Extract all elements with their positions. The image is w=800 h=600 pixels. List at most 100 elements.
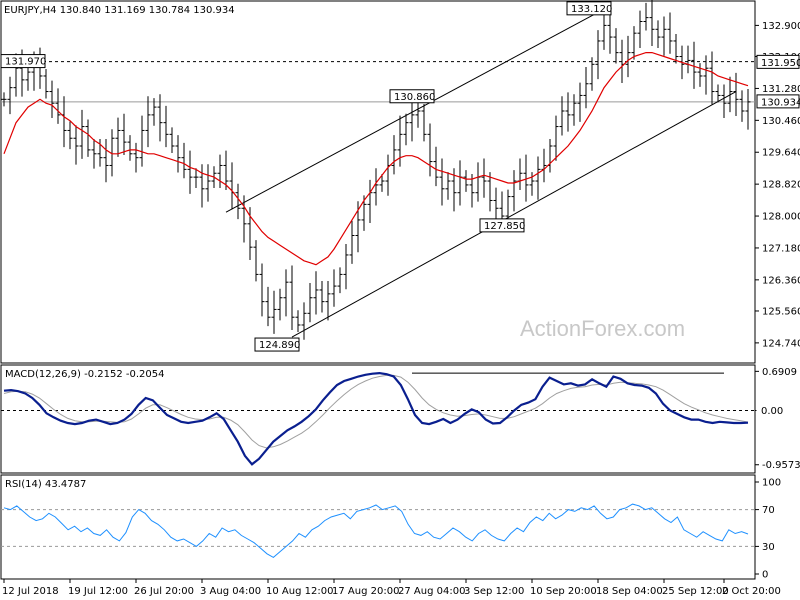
x-tick-label: 19 Jul 12:00 — [68, 586, 128, 597]
moving-average — [3, 51, 749, 266]
callout-label: 131.970 — [5, 57, 46, 68]
macd-tag: 0.00 — [756, 403, 784, 417]
price-bar — [511, 170, 517, 212]
price-bar — [301, 302, 307, 340]
x-tick-label: 27 Aug 04:00 — [398, 586, 465, 597]
price-bar — [145, 96, 151, 148]
y-tick-label: 127.180 — [762, 243, 800, 254]
macd-y-axis: 0.6909 -0.9573 — [755, 367, 800, 471]
price-bar — [553, 115, 559, 161]
price-bar — [319, 281, 325, 313]
price-bar — [571, 94, 577, 126]
price-bar — [193, 168, 199, 189]
price-bar — [427, 123, 433, 177]
price-bar — [559, 96, 565, 136]
price-bar — [241, 195, 247, 243]
price-bar — [127, 135, 133, 161]
price-bar — [199, 164, 205, 208]
price-bar — [325, 281, 331, 321]
rsi-lines — [1, 503, 755, 559]
main-header: EURJPY,H4 130.840 131.169 130.784 130.93… — [4, 5, 235, 16]
price-bar — [1, 92, 7, 107]
price-bar — [235, 183, 241, 220]
macd-tick-label: -0.9573 — [762, 460, 800, 471]
price-bar — [535, 156, 541, 200]
price-bar — [577, 82, 583, 122]
price-bar — [55, 88, 61, 124]
price-bar — [295, 310, 301, 332]
rsi-panel — [0, 474, 756, 580]
macd-lines — [1, 371, 755, 466]
callout-124.890: 124.890 — [254, 337, 300, 352]
callout-label: 133.120 — [571, 4, 612, 15]
price-bar — [505, 189, 511, 224]
price-bar — [667, 12, 673, 54]
price-bar — [727, 76, 733, 113]
price-bar — [175, 135, 181, 173]
main-y-axis: 132.900132.100131.280130.460129.640128.8… — [755, 21, 800, 349]
price-bar — [205, 164, 211, 202]
price-bar — [253, 240, 259, 282]
callout-131.970: 131.970 — [0, 54, 46, 69]
price-tag-label: 131.950 — [761, 58, 800, 69]
price-bar — [43, 68, 49, 99]
price-bar — [181, 142, 187, 179]
y-tick-label: 128.820 — [762, 180, 800, 191]
channel-lower-line — [291, 91, 737, 338]
price-bar — [85, 119, 91, 157]
price-bar — [337, 267, 343, 294]
macd-tags: 0.00 — [756, 403, 784, 417]
x-tick-label: 2 Oct 20:00 — [722, 586, 781, 597]
macd-signal-line — [3, 374, 749, 449]
y-tick-label: 129.640 — [762, 148, 800, 159]
price-bar — [403, 113, 409, 146]
price-bar — [79, 109, 85, 159]
x-tick-label: 10 Sep 20:00 — [530, 586, 597, 597]
price-bar — [649, 0, 655, 47]
y-tick-label: 124.740 — [762, 338, 800, 349]
price-bar — [133, 142, 139, 173]
price-bar — [109, 129, 115, 177]
x-tick-label: 10 Aug 12:00 — [266, 586, 333, 597]
price-tag-label: 130.934 — [761, 97, 800, 108]
price-bar — [115, 117, 121, 157]
price-bars — [1, 0, 751, 340]
rsi-y-axis: 100 70 30 0 — [755, 478, 781, 581]
price-bar — [745, 89, 751, 130]
x-tick-label: 25 Sep 12:00 — [662, 586, 729, 597]
price-bar — [625, 35, 631, 78]
y-tick-label: 132.900 — [762, 21, 800, 32]
price-bar — [373, 168, 379, 206]
price-bar — [715, 84, 721, 103]
rsi-line — [3, 503, 749, 559]
price-bar — [121, 113, 127, 155]
macd-header: MACD(12,26,9) -0.2152 -0.2054 — [5, 369, 165, 380]
callout-label: 124.890 — [259, 340, 300, 351]
price-bar — [187, 150, 193, 194]
price-bar — [613, 28, 619, 64]
price-bar — [163, 105, 169, 148]
price-bar — [631, 26, 637, 60]
moving-average-line — [3, 51, 749, 266]
price-callouts: 131.970 130.860 124.890 133.120 127.850 — [0, 1, 612, 352]
price-bar — [379, 174, 385, 192]
x-tick-label: 3 Sep 12:00 — [464, 586, 524, 597]
price-bar — [721, 84, 727, 118]
callout-label: 127.850 — [484, 221, 525, 232]
price-bar — [637, 10, 643, 48]
price-bar — [169, 127, 175, 154]
price-bar — [601, 10, 607, 50]
price-bar — [529, 172, 535, 196]
x-tick-label: 17 Aug 20:00 — [332, 586, 399, 597]
price-bar — [349, 220, 355, 264]
y-tick-label: 131.280 — [762, 84, 800, 95]
price-bar — [565, 92, 571, 132]
callout-127.850: 127.850 — [479, 218, 525, 233]
price-bar — [91, 139, 97, 169]
price-tag-131.950: 131.950 — [756, 54, 800, 69]
y-tick-label: 125.560 — [762, 306, 800, 317]
price-bar — [697, 63, 703, 87]
macd-tick-label: 0.6909 — [762, 367, 797, 378]
price-bar — [589, 57, 595, 91]
